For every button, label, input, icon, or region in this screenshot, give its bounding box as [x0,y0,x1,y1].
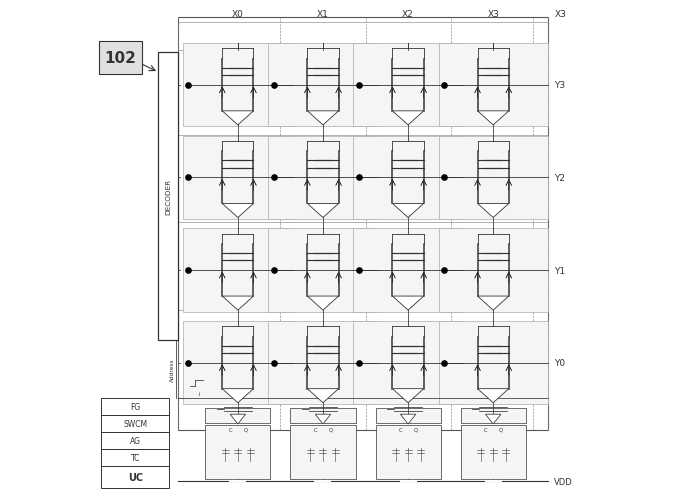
Text: FG: FG [130,402,140,411]
Text: C: C [484,427,487,432]
Text: Y1: Y1 [554,266,565,275]
Bar [439,44,548,127]
Bar [461,408,526,423]
Bar [290,408,355,423]
Bar [268,136,378,219]
Text: C: C [229,427,232,432]
Text: Q: Q [499,427,502,432]
Bar [375,408,441,423]
FancyBboxPatch shape [100,42,142,75]
Polygon shape [315,414,331,424]
Text: VDD: VDD [554,477,573,486]
Polygon shape [486,414,501,424]
Polygon shape [400,414,416,424]
Bar [461,425,526,479]
Polygon shape [392,297,424,311]
Bar [290,425,355,479]
Bar [183,136,292,219]
Text: Y3: Y3 [554,81,565,90]
Text: UC: UC [128,472,143,482]
Polygon shape [477,112,509,126]
Polygon shape [392,112,424,126]
Polygon shape [477,389,509,403]
Bar [353,136,463,219]
Polygon shape [392,204,424,218]
Polygon shape [223,389,254,403]
Text: Y2: Y2 [554,173,565,182]
Polygon shape [223,112,254,126]
Text: X2: X2 [402,10,414,19]
Text: C: C [399,427,402,432]
Text: X3: X3 [487,10,499,19]
Text: Q: Q [243,427,247,432]
Text: TC: TC [131,453,140,462]
Bar [353,229,463,312]
Text: SWCM: SWCM [123,419,147,428]
Polygon shape [307,112,339,126]
Bar [183,321,292,404]
Bar [101,449,169,466]
Polygon shape [223,204,254,218]
Bar [268,44,378,127]
Polygon shape [223,297,254,311]
Bar [183,44,292,127]
Polygon shape [477,297,509,311]
Text: Q: Q [328,427,332,432]
Text: i: i [198,391,200,396]
Bar [439,229,548,312]
Bar [205,425,270,479]
Polygon shape [307,389,339,403]
Text: DECODER: DECODER [164,179,171,215]
Text: X1: X1 [317,10,329,19]
Bar [375,425,441,479]
Bar [439,136,548,219]
Bar [178,18,548,430]
Bar [158,53,178,341]
Bar [439,321,548,404]
Bar [353,321,463,404]
Text: AG: AG [130,436,141,445]
Polygon shape [307,204,339,218]
Text: C: C [314,427,317,432]
Text: Q: Q [414,427,417,432]
Bar [101,466,169,488]
Text: Y0: Y0 [554,358,565,367]
Bar [205,408,270,423]
Text: 102: 102 [105,51,137,66]
Bar [101,415,169,432]
Polygon shape [392,389,424,403]
Text: Address: Address [170,357,175,381]
Text: X3: X3 [554,10,566,19]
Text: X0: X0 [232,10,244,19]
Bar [268,229,378,312]
Bar [101,432,169,449]
Bar [268,321,378,404]
Polygon shape [477,204,509,218]
Bar [353,44,463,127]
Bar [183,229,292,312]
Polygon shape [230,414,245,424]
Bar [101,398,169,415]
Polygon shape [307,297,339,311]
